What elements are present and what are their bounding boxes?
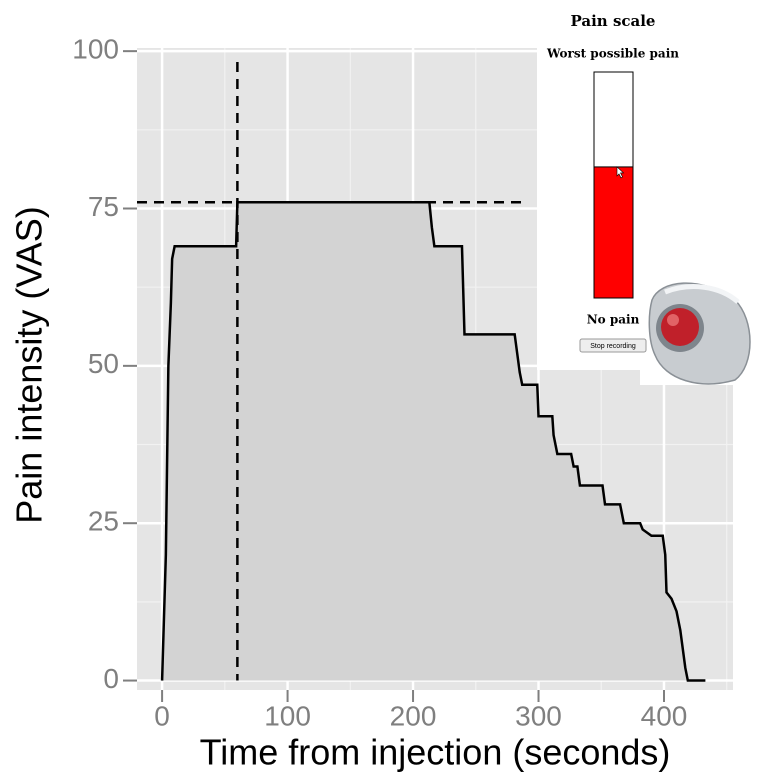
y-tick-label: 75: [88, 191, 119, 222]
trackball-shine: [664, 284, 740, 304]
inset-top-label: Worst possible pain: [546, 47, 679, 61]
stop-button: [579, 338, 647, 353]
x-tick-label: 200: [390, 700, 437, 731]
y-axis-title: Pain intensity (VAS): [9, 206, 50, 523]
scale-fill: [593, 166, 634, 299]
inset-title: Pain scale: [571, 12, 656, 30]
inset-bottom-label: No pain: [587, 313, 640, 327]
x-tick-label: 300: [515, 700, 562, 731]
x-axis-title: Time from injection (seconds): [200, 732, 671, 773]
x-tick-label: 100: [264, 700, 311, 731]
y-tick-label: 0: [103, 663, 119, 694]
y-tick-label: 100: [72, 34, 119, 65]
x-tick-label: 0: [154, 700, 170, 731]
trackball-ball: [661, 308, 699, 346]
y-tick-label: 25: [88, 506, 119, 537]
line: [160, 200, 706, 682]
y-tick-label: 50: [88, 348, 119, 379]
trackball-highlight: [667, 314, 679, 326]
cursor: [616, 166, 625, 179]
area: [162, 202, 706, 681]
x-tick-label: 400: [641, 700, 688, 731]
stop-button-label: Stop recording: [590, 343, 636, 350]
